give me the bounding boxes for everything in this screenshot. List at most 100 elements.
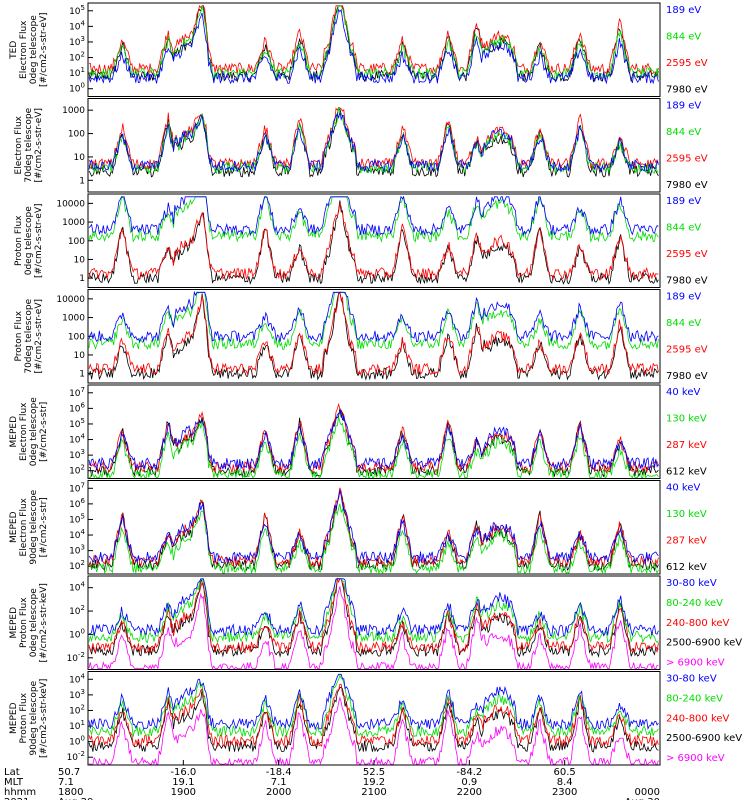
legend-label: 7980 eV (666, 276, 708, 287)
series-line-40 keV (88, 409, 659, 471)
ytick-label: 1000 (62, 218, 85, 228)
time-axis-value: 52.5 (363, 767, 385, 778)
panel-ylabel-7: Proton Flux (19, 692, 29, 743)
series-line-240-800 keV (88, 577, 659, 654)
time-axis-value: 2200 (457, 787, 482, 798)
series-line-2595 eV (88, 202, 659, 281)
series-line-844 eV (88, 291, 659, 351)
ytick-label: 102 (69, 604, 85, 617)
panel-ylabel-7: MEPED (9, 702, 19, 734)
legend-label: > 6900 keV (666, 658, 725, 669)
time-axis-value: 1900 (171, 787, 196, 798)
ytick-label: 102 (69, 51, 85, 64)
ytick-label: 1 (79, 370, 85, 380)
ytick-label: 104 (69, 19, 85, 32)
legend-label: 30-80 keV (666, 674, 717, 685)
series-line-189 eV (88, 195, 659, 237)
series-line-2500-6900 keV (88, 578, 659, 658)
series-line-844 eV (88, 196, 659, 243)
panel-ylabel-1: [#/cm2-s-str-eV] (34, 108, 44, 183)
panel-ylabel-1: 70deg telescope (24, 107, 34, 182)
ytick-label: 105 (69, 417, 85, 430)
series-line-844 eV (88, 5, 659, 81)
series-line-7980 eV (88, 291, 659, 381)
series-line-2595 eV (88, 291, 659, 376)
ytick-label: 10-2 (67, 750, 85, 763)
ytick-label: 104 (69, 528, 85, 541)
series-line-30-80 keV (88, 578, 659, 637)
legend-label: 287 keV (666, 440, 707, 451)
series-line-30-80 keV (88, 673, 659, 731)
panel-ylabel-3: 70deg telescope (24, 298, 34, 373)
series-line-7980 eV (88, 108, 659, 178)
legend-label: 7980 eV (666, 85, 708, 96)
ytick-label: 101 (69, 719, 85, 732)
panel-ylabel-0: Electron Flux (19, 20, 29, 79)
panel-frame-2 (87, 193, 661, 288)
legend-label: 2595 eV (666, 345, 708, 356)
time-axis-value: 2100 (361, 787, 386, 798)
legend-label: 7980 eV (666, 371, 708, 382)
legend-label: 30-80 keV (666, 578, 717, 589)
legend-label: 612 keV (666, 562, 707, 573)
ytick-label: 1 (79, 274, 85, 284)
ytick-label: 100 (69, 82, 85, 95)
panel-ylabel-5: [#/cm2-s-str] (39, 497, 49, 557)
panel-ylabel-2: Proton Flux (14, 215, 24, 266)
ytick-label: 103 (69, 448, 85, 461)
series-line-130 keV (89, 416, 659, 479)
legend-label: 130 keV (666, 509, 707, 520)
panel-frame-6 (87, 575, 661, 670)
panel-ylabel-7: [#/cm2-s-str-keV] (39, 679, 49, 758)
ytick-label: 100 (68, 130, 85, 140)
ytick-label: 105 (69, 4, 85, 17)
time-axis-row-label: 2021 (4, 797, 29, 800)
time-axis-value: 0.9 (461, 777, 477, 788)
series-line-240-800 keV (88, 683, 659, 748)
legend-label: 2595 eV (666, 154, 708, 165)
ytick-label: 102 (69, 464, 85, 477)
time-axis-value: 0000 (635, 787, 660, 798)
panel-ylabel-0: 0deg telescope (29, 15, 39, 85)
ytick-label: 102 (69, 559, 85, 572)
time-axis-value: Aug 29 (58, 797, 93, 800)
panel-frame-1 (87, 98, 661, 193)
ytick-label: 100 (68, 237, 85, 247)
ytick-label: 100 (68, 332, 85, 342)
ytick-label: 100 (69, 627, 85, 640)
time-axis-row-label: Lat (4, 767, 20, 778)
ytick-label: 10000 (56, 199, 85, 209)
time-axis-value: 2000 (266, 787, 291, 798)
legend-label: 2500-6900 keV (666, 638, 742, 649)
ytick-label: 10 (74, 351, 86, 361)
time-axis-value: -16.0 (170, 767, 196, 778)
ytick-label: 1 (79, 176, 85, 186)
time-axis-value: 50.7 (58, 767, 80, 778)
series-line-612 keV (88, 408, 659, 478)
panel-ylabel-5: 90deg telescope (29, 489, 39, 564)
panel-ylabel-5: Electron Flux (19, 497, 29, 556)
series-line-7980 eV (88, 200, 659, 285)
legend-label: 80-240 keV (666, 693, 723, 704)
series-line-612 keV (88, 489, 659, 572)
panel-ylabel-4: 0deg telescope (29, 397, 39, 467)
ytick-label: 104 (69, 433, 85, 446)
legend-label: 2595 eV (666, 58, 708, 69)
panel-ylabel-0: TED (9, 41, 19, 60)
series-line-2500-6900 keV (88, 686, 659, 753)
time-axis-value: 8.4 (557, 777, 573, 788)
panel-frame-5 (87, 480, 661, 575)
legend-label: 612 keV (666, 467, 707, 478)
time-axis-value: 7.1 (58, 777, 74, 788)
ytick-label: 106 (69, 401, 85, 414)
legend-label: 189 eV (666, 5, 701, 16)
series-line-189 eV (88, 112, 659, 173)
panel-ylabel-0: [#/cm2-s-str-eV] (39, 12, 49, 87)
time-axis-value: 19.1 (172, 777, 194, 788)
legend-label: 130 keV (666, 414, 707, 425)
ytick-label: 101 (69, 66, 85, 79)
ytick-label: 107 (69, 481, 85, 494)
legend-label: > 6900 keV (666, 753, 725, 764)
ytick-label: 104 (69, 581, 85, 594)
time-axis-value: -84.2 (456, 767, 482, 778)
